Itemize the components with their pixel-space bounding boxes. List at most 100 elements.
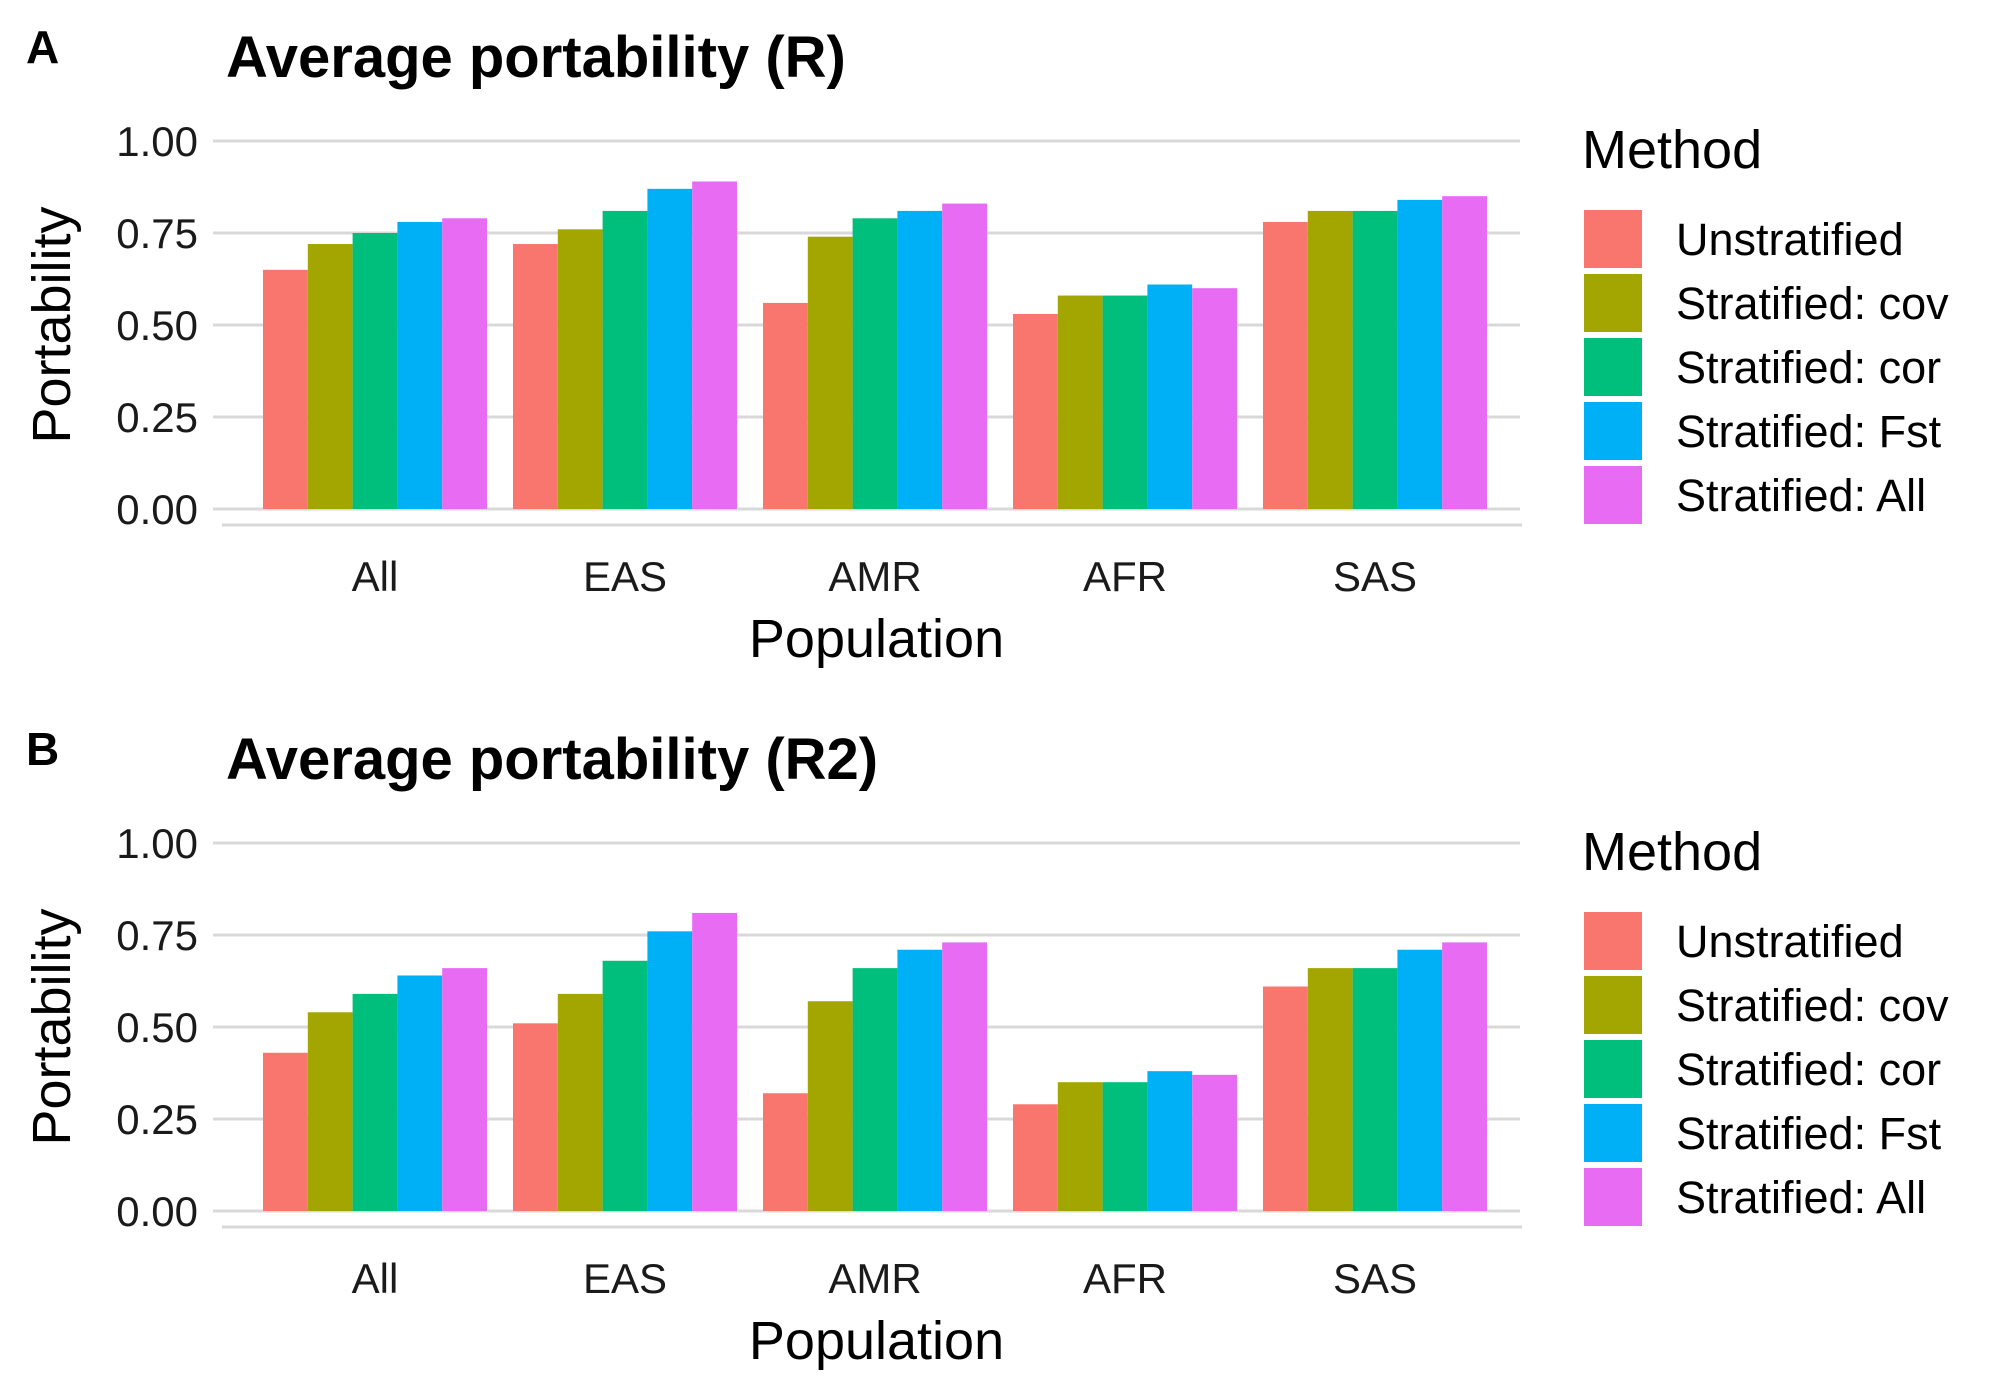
legend-swatch [1584, 1040, 1642, 1098]
legend-label: Stratified: Fst [1676, 406, 1942, 457]
bar-amr-2 [807, 1001, 853, 1211]
bar-sas-4 [1397, 949, 1443, 1211]
bar-sas-3 [1352, 968, 1398, 1211]
x-tick-label: EAS [583, 1255, 667, 1302]
legend-title: Method [1582, 822, 1762, 882]
bar-eas-4 [647, 188, 693, 509]
bar-sas-1 [1263, 986, 1308, 1211]
bar-afr-4 [1147, 284, 1193, 509]
bar-all-1 [263, 269, 308, 509]
legend-swatch [1584, 912, 1642, 970]
bar-eas-3 [602, 960, 648, 1211]
y-tick-label: 1.00 [116, 820, 198, 867]
y-tick-label: 0.25 [116, 394, 198, 441]
bar-amr-4 [897, 210, 943, 510]
bar-all-2 [307, 1012, 353, 1211]
legend-swatch [1584, 274, 1642, 332]
bar-all-5 [442, 218, 487, 509]
panel-label: A [26, 21, 59, 73]
bar-afr-3 [1102, 295, 1148, 509]
y-tick-label: 0.25 [116, 1096, 198, 1143]
bar-sas-2 [1307, 210, 1353, 510]
x-tick-label: AFR [1083, 553, 1167, 600]
bar-amr-5 [942, 942, 987, 1211]
legend-label: Stratified: cor [1676, 1044, 1941, 1095]
y-tick-label: 0.00 [116, 1188, 198, 1235]
x-tick-label: SAS [1333, 1255, 1417, 1302]
x-tick-label: AFR [1083, 1255, 1167, 1302]
bar-eas-5 [692, 181, 737, 510]
bar-sas-5 [1442, 942, 1487, 1211]
bar-amr-5 [942, 203, 987, 509]
legend-label: Stratified: cor [1676, 342, 1941, 393]
legend-label: Unstratified [1676, 214, 1904, 265]
bar-amr-4 [897, 949, 943, 1211]
x-tick-label: All [352, 1255, 399, 1302]
bar-eas-1 [513, 1023, 558, 1211]
bar-sas-2 [1307, 968, 1353, 1211]
legend-swatch [1584, 402, 1642, 460]
legend-label: Stratified: cov [1676, 278, 1949, 329]
bar-sas-3 [1352, 210, 1398, 510]
bar-all-3 [352, 993, 398, 1211]
x-axis-title: Population [749, 609, 1004, 669]
bar-afr-1 [1013, 313, 1058, 509]
y-tick-label: 0.50 [116, 1004, 198, 1051]
bar-all-4 [397, 221, 443, 509]
bar-amr-2 [807, 236, 853, 509]
bar-eas-2 [557, 993, 603, 1211]
x-tick-label: AMR [828, 1255, 921, 1302]
x-axis-title: Population [749, 1311, 1004, 1371]
legend-label: Stratified: Fst [1676, 1108, 1942, 1159]
panel-label: B [26, 723, 59, 775]
y-axis-title: Portability [22, 908, 82, 1145]
bar-afr-2 [1057, 295, 1103, 509]
chart-title: Average portability (R2) [226, 727, 878, 792]
chart-panel-a: A Average portability (R) 0.00 0.25 0.50 0.75… [22, 21, 1949, 669]
bar-eas-1 [513, 244, 558, 510]
legend-swatch [1584, 466, 1642, 524]
chart-panel-b: B Average portability (R2) 0.00 0.25 0.50 0.7… [22, 723, 1949, 1371]
legend-label: Stratified: All [1676, 470, 1926, 521]
bar-sas-5 [1442, 196, 1487, 509]
legend-swatch [1584, 338, 1642, 396]
bar-afr-2 [1057, 1082, 1103, 1211]
y-tick-label: 0.75 [116, 210, 198, 257]
bar-amr-3 [852, 968, 898, 1211]
bar-afr-1 [1013, 1104, 1058, 1211]
legend-swatch [1584, 210, 1642, 268]
x-tick-label: SAS [1333, 553, 1417, 600]
x-tick-label: All [352, 553, 399, 600]
bar-eas-5 [692, 912, 737, 1211]
y-tick-label: 0.50 [116, 302, 198, 349]
y-axis-title: Portability [22, 206, 82, 443]
bar-afr-3 [1102, 1082, 1148, 1211]
bar-all-4 [397, 975, 443, 1211]
bar-eas-2 [557, 229, 603, 509]
bar-all-5 [442, 968, 487, 1211]
chart-title: Average portability (R) [226, 25, 846, 90]
bar-afr-4 [1147, 1071, 1193, 1211]
legend-title: Method [1582, 120, 1762, 180]
y-tick-label: 1.00 [116, 118, 198, 165]
x-tick-label: AMR [828, 553, 921, 600]
bar-afr-5 [1192, 288, 1237, 509]
bar-all-1 [263, 1052, 308, 1211]
x-tick-label: EAS [583, 553, 667, 600]
legend-label: Unstratified [1676, 916, 1904, 967]
legend-swatch [1584, 976, 1642, 1034]
bar-amr-1 [763, 1093, 808, 1211]
bar-sas-4 [1397, 199, 1443, 509]
legend-label: Stratified: All [1676, 1172, 1926, 1223]
bar-amr-3 [852, 218, 898, 509]
y-tick-label: 0.75 [116, 912, 198, 959]
legend-label: Stratified: cov [1676, 980, 1949, 1031]
bar-all-3 [352, 233, 398, 509]
y-tick-label: 0.00 [116, 486, 198, 533]
bar-sas-1 [1263, 221, 1308, 509]
bar-all-2 [307, 244, 353, 510]
bar-amr-1 [763, 302, 808, 509]
legend-swatch [1584, 1104, 1642, 1162]
bar-afr-5 [1192, 1074, 1237, 1211]
